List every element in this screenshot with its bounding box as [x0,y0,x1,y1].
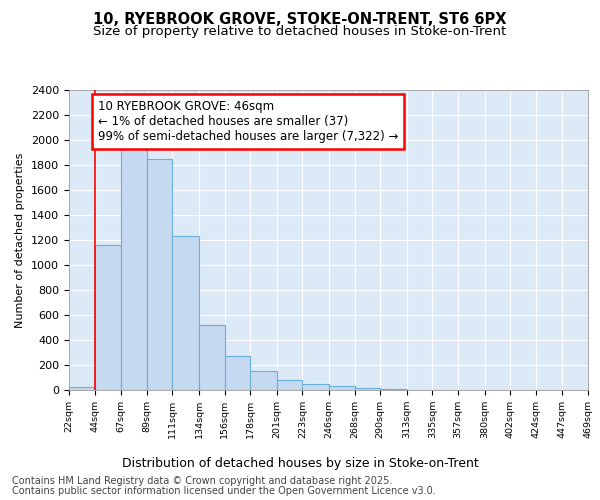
Text: 10 RYEBROOK GROVE: 46sqm
← 1% of detached houses are smaller (37)
99% of semi-de: 10 RYEBROOK GROVE: 46sqm ← 1% of detache… [98,100,398,143]
Bar [250,371,277,390]
Bar [355,388,380,390]
Text: 10, RYEBROOK GROVE, STOKE-ON-TRENT, ST6 6PX: 10, RYEBROOK GROVE, STOKE-ON-TRENT, ST6 … [93,12,507,28]
Text: Contains public sector information licensed under the Open Government Licence v3: Contains public sector information licen… [12,486,436,496]
Text: Distribution of detached houses by size in Stoke-on-Trent: Distribution of detached houses by size … [122,458,478,470]
Text: Contains HM Land Registry data © Crown copyright and database right 2025.: Contains HM Land Registry data © Crown c… [12,476,392,486]
Y-axis label: Number of detached properties: Number of detached properties [16,152,25,328]
Bar [199,325,224,390]
Bar [147,159,172,390]
Text: Size of property relative to detached houses in Stoke-on-Trent: Size of property relative to detached ho… [94,25,506,38]
Bar [224,356,250,390]
Bar [172,236,199,390]
Bar [121,145,147,390]
Bar [69,387,95,390]
Bar [302,384,329,390]
Bar [95,245,121,390]
Bar [277,380,302,390]
Bar [329,386,355,390]
